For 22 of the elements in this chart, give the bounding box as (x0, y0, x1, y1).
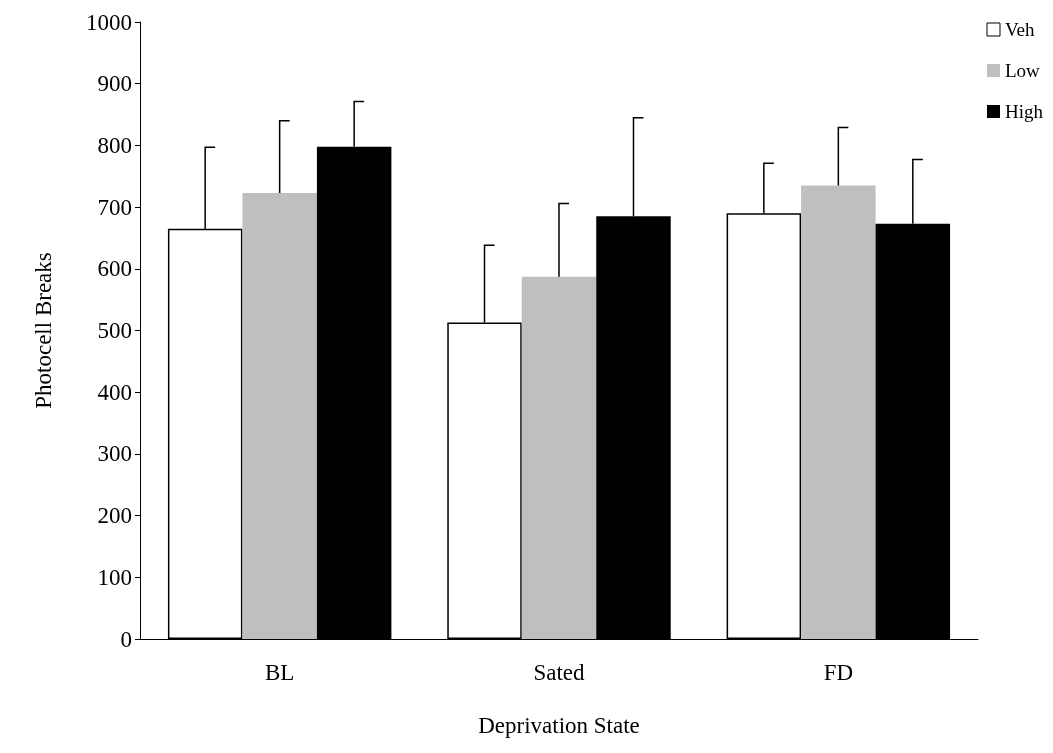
legend-label: Veh (1005, 19, 1036, 40)
y-axis-title: Photocell Breaks (31, 252, 56, 409)
bar (801, 185, 876, 639)
legend-label: Low (1005, 60, 1041, 81)
y-tick-label: 300 (97, 441, 132, 467)
y-tick-label: 1000 (86, 9, 132, 35)
y-tick-label: 400 (97, 379, 132, 405)
y-tick-label: 800 (97, 132, 132, 158)
x-tick-label: FD (823, 660, 854, 685)
x-axis-title: Deprivation State (478, 713, 640, 738)
y-tick-label: 500 (97, 318, 132, 343)
y-tick-label: 200 (97, 503, 132, 529)
y-tick-label: 900 (97, 71, 132, 97)
bar (521, 276, 597, 639)
y-tick-label: 600 (97, 256, 132, 282)
x-tick-label: BL (264, 660, 295, 685)
x-tick-label: Sated (533, 660, 586, 685)
bar (242, 192, 317, 639)
y-tick-label: 0 (120, 626, 132, 652)
legend-label: High (1005, 101, 1044, 122)
y-tick-label: 100 (97, 564, 132, 590)
y-tick-label: 700 (97, 194, 132, 220)
